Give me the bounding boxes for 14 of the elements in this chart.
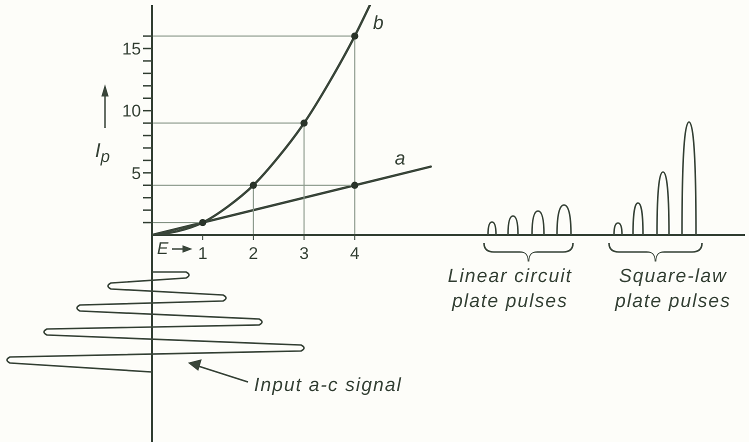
text: Square-law plate pulses xyxy=(614,265,732,314)
x-axis-title: E xyxy=(157,239,168,259)
y-tick-label: 15 xyxy=(122,40,141,59)
x-tick-label: 4 xyxy=(350,244,360,264)
series-label: a xyxy=(394,148,406,170)
x-tick-label: 3 xyxy=(299,244,309,264)
x-tick-label: 1 xyxy=(198,244,208,264)
text: Linear circuit plate pulses xyxy=(446,265,574,314)
y-tick-label: 5 xyxy=(132,164,141,183)
y-tick-label: 10 xyxy=(122,102,141,121)
text: Input a-c signal xyxy=(254,374,404,398)
x-tick-label: 2 xyxy=(248,244,258,264)
y-axis-title: I$_{p}$ xyxy=(95,140,110,168)
series-label: b xyxy=(372,13,384,34)
